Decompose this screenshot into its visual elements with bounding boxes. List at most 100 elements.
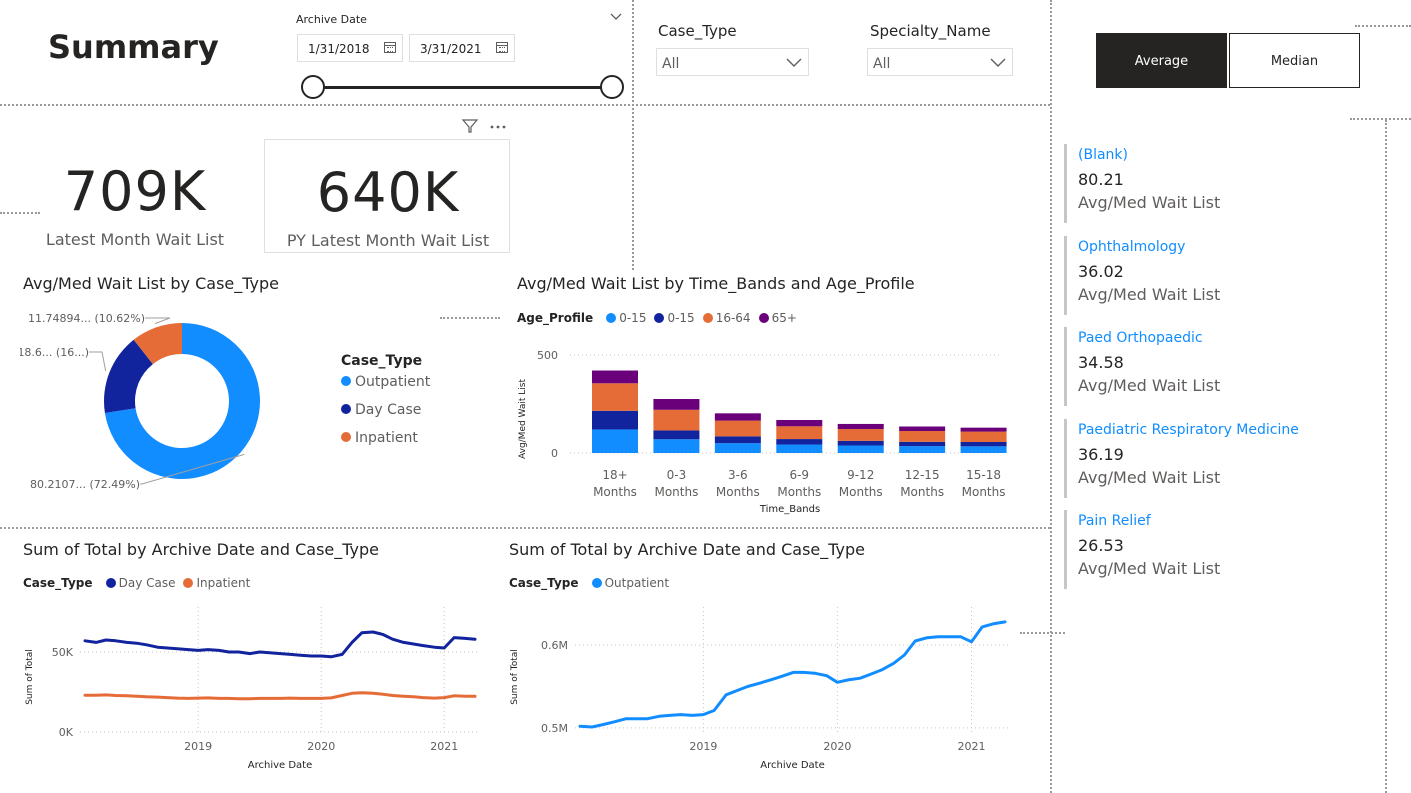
stacked-bar-chart[interactable]: 0 500 18+ Months 0-3 Months 3-6 Months 6-9 Months… <box>510 335 1030 520</box>
bar-segment[interactable] <box>960 442 1007 447</box>
donut-legend-item[interactable]: Inpatient <box>341 430 418 446</box>
bar-segment[interactable] <box>837 423 884 430</box>
donut-chart[interactable]: 80.2107... (72.49%) 18.6... (16...) 11.748… <box>20 298 480 508</box>
line-chart-right-title: Sum of Total by Archive Date and Case_Ty… <box>509 540 866 559</box>
date-slicer[interactable]: Archive Date <box>290 8 630 108</box>
legend-label: Inpatient <box>355 430 418 446</box>
bar-segment[interactable] <box>899 431 946 442</box>
bar-segment[interactable] <box>592 429 638 453</box>
bar-segment[interactable] <box>776 439 823 445</box>
bar-segment[interactable] <box>776 420 823 427</box>
legend-item[interactable]: Inpatient <box>183 576 250 590</box>
bar-segment[interactable] <box>714 420 761 437</box>
filter-icon[interactable] <box>461 118 479 134</box>
calendar-icon[interactable] <box>384 42 396 53</box>
bar-segment[interactable] <box>899 441 946 447</box>
legend-dot-icon <box>341 376 351 386</box>
x-tick-label: 12-15 <box>905 468 940 482</box>
specialty-measure-label: Avg/Med Wait List <box>1078 193 1221 212</box>
donut-slice-inpatient[interactable] <box>133 323 182 365</box>
date-range-start-handle[interactable] <box>301 75 325 99</box>
median-button[interactable]: Median <box>1229 33 1360 88</box>
legend-item[interactable]: Outpatient <box>591 576 669 590</box>
bar-segment[interactable] <box>776 426 823 440</box>
specialty-measure-label: Avg/Med Wait List <box>1078 285 1221 304</box>
specialty-name: Paediatric Respiratory Medicine <box>1078 422 1299 438</box>
more-options-icon[interactable] <box>489 124 507 130</box>
average-button[interactable]: Average <box>1096 33 1227 88</box>
x-axis-title: Archive Date <box>248 760 313 771</box>
legend-dot-icon <box>654 313 665 323</box>
bar-segment[interactable] <box>776 444 823 453</box>
bar-segment[interactable] <box>960 446 1007 453</box>
bar-segment[interactable] <box>899 446 946 453</box>
kpi-card-py-latest-month[interactable]: 640K PY Latest Month Wait List <box>264 139 510 253</box>
legend-label: Inpatient <box>196 576 251 590</box>
bar-segment[interactable] <box>653 439 700 453</box>
bar-segment[interactable] <box>960 431 1007 443</box>
x-tick-label: 9-12 <box>847 468 874 482</box>
line-right-legend: Case_Type Outpatient <box>509 572 669 591</box>
kpi-card-latest-month: 709K Latest Month Wait List <box>30 142 240 254</box>
line-series-day-case[interactable] <box>83 630 477 659</box>
donut-slice-day-case[interactable] <box>104 339 153 413</box>
case-type-dropdown[interactable]: All <box>656 48 809 76</box>
end-date-input[interactable]: 3/31/2021 <box>409 34 515 62</box>
grid-dots <box>1050 0 1052 793</box>
kpi-value: 640K <box>316 161 460 224</box>
bar-segment[interactable] <box>837 440 884 446</box>
donut-data-label: 11.74894... (10.62%) <box>28 312 145 325</box>
donut-slice-outpatient[interactable] <box>104 323 260 479</box>
bar-segment[interactable] <box>592 410 638 430</box>
bar-segment[interactable] <box>714 443 761 453</box>
specialty-dropdown-value: All <box>873 56 891 72</box>
legend-label: 65+ <box>771 311 797 325</box>
start-date-input[interactable]: 1/31/2018 <box>297 34 403 62</box>
legend-item[interactable]: 0-15 <box>606 311 646 325</box>
legend-item[interactable]: Day Case <box>105 576 175 590</box>
line-chart-left[interactable]: 0K 50K 2019 2020 2021 Archive Date Sum of Tota… <box>15 600 495 780</box>
bar-segment[interactable] <box>653 409 700 431</box>
bar-segment[interactable] <box>960 427 1007 432</box>
chevron-down-icon[interactable] <box>610 12 622 22</box>
donut-data-label: 80.2107... (72.49%) <box>30 478 140 491</box>
legend-item[interactable]: 65+ <box>758 311 797 325</box>
bar-segment[interactable] <box>837 445 884 453</box>
specialty-name: Ophthalmology <box>1078 239 1186 255</box>
specialty-dropdown[interactable]: All <box>867 48 1013 76</box>
donut-legend-title: Case_Type <box>341 353 423 369</box>
legend-item[interactable]: 16-64 <box>702 311 751 325</box>
calendar-icon[interactable] <box>496 42 508 53</box>
bar-segment[interactable] <box>592 370 638 384</box>
date-range-track[interactable] <box>313 86 612 89</box>
bar-segment[interactable] <box>899 426 946 432</box>
legend-label: 16-64 <box>715 311 751 325</box>
line-series-outpatient[interactable] <box>578 620 1007 729</box>
bar-segment[interactable] <box>653 399 700 410</box>
legend-dot-icon <box>105 578 116 588</box>
date-range-end-handle[interactable] <box>600 75 624 99</box>
bar-segment[interactable] <box>653 430 700 440</box>
donut-legend-item[interactable]: Outpatient <box>341 374 430 390</box>
multi-row-card-item[interactable]: Ophthalmology 36.02 Avg/Med Wait List <box>1064 236 1397 315</box>
bar-segment[interactable] <box>592 383 638 411</box>
bar-segment[interactable] <box>714 436 761 444</box>
multi-row-card-item[interactable]: (Blank) 80.21 Avg/Med Wait List <box>1064 144 1397 223</box>
legend-item[interactable]: 0-15 <box>654 311 695 325</box>
specialty-value: 34.58 <box>1078 353 1124 372</box>
line-chart-right[interactable]: 0.5M 0.6M 2019 2020 2021 Archive Date Sum of T… <box>500 600 1030 780</box>
multi-row-card-item[interactable]: Pain Relief 26.53 Avg/Med Wait List <box>1064 510 1397 589</box>
line-series-inpatient[interactable] <box>83 691 477 701</box>
x-tick-label: Months <box>777 485 821 499</box>
specialty-value: 36.19 <box>1078 445 1124 464</box>
x-tick-label: Months <box>900 485 944 499</box>
case-type-dropdown-value: All <box>662 56 680 72</box>
x-tick-label: Months <box>716 485 760 499</box>
donut-legend-item[interactable]: Day Case <box>341 402 421 418</box>
bar-segment[interactable] <box>837 429 884 441</box>
x-tick-label: 2021 <box>957 740 985 753</box>
multi-row-card-item[interactable]: Paed Orthopaedic 34.58 Avg/Med Wait List <box>1064 327 1397 406</box>
start-date-value: 1/31/2018 <box>308 42 370 56</box>
multi-row-card-item[interactable]: Paediatric Respiratory Medicine 36.19 Av… <box>1064 419 1397 498</box>
bar-segment[interactable] <box>714 413 761 421</box>
